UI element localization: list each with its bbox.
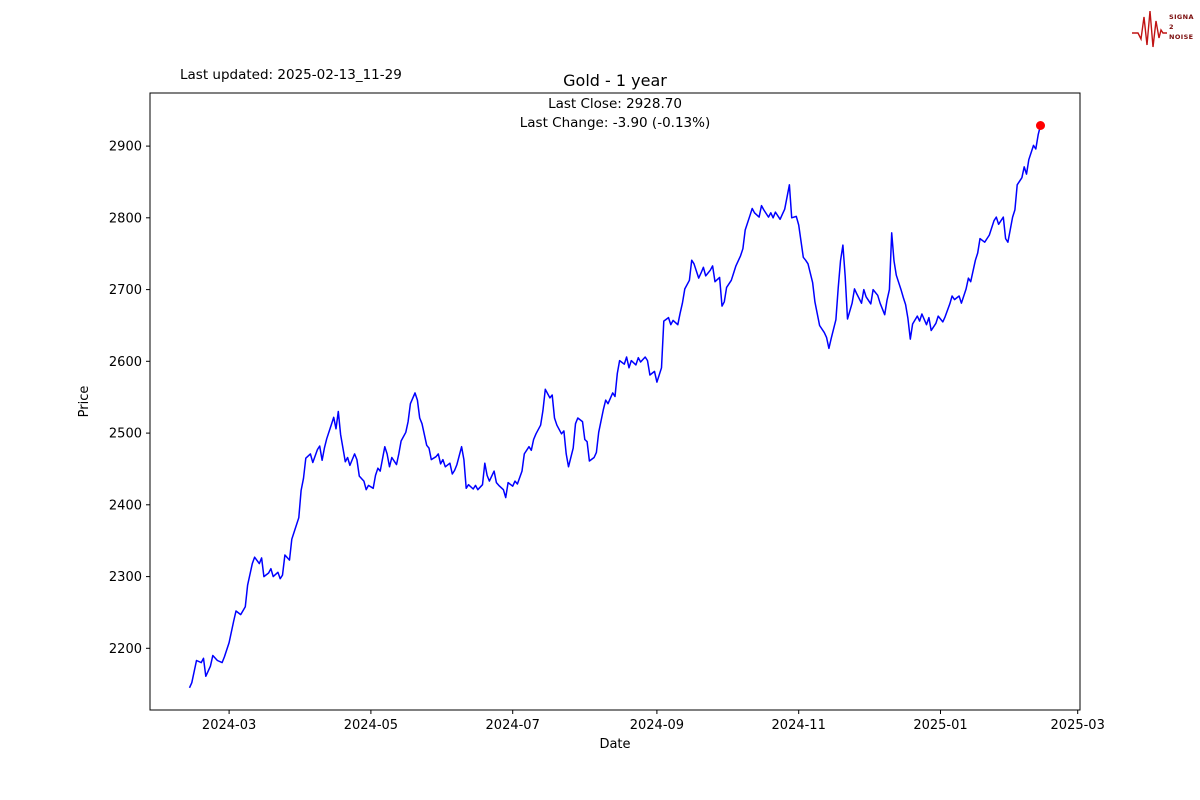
y-tick-label: 2500 xyxy=(109,427,142,442)
x-tick-label: 2024-09 xyxy=(630,718,684,733)
y-tick-label: 2900 xyxy=(109,140,142,155)
last-updated-text: Last updated: 2025-02-13_11-29 xyxy=(180,67,402,83)
x-tick-label: 2024-07 xyxy=(486,718,540,733)
y-tick-label: 2300 xyxy=(109,570,142,585)
x-tick-label: 2024-11 xyxy=(772,718,826,733)
y-tick-label: 2600 xyxy=(109,355,142,370)
last-price-marker xyxy=(1036,121,1045,130)
y-tick-label: 2700 xyxy=(109,283,142,298)
logo-text-line1: SIGNAL xyxy=(1169,13,1194,21)
last-change-annotation: Last Change: -3.90 (-0.13%) xyxy=(519,115,711,131)
plot-border xyxy=(149,92,1081,711)
waveform-icon xyxy=(1132,10,1167,48)
last-close-annotation: Last Close: 2928.70 xyxy=(548,96,682,112)
chart-title: Gold - 1 year xyxy=(563,71,667,90)
x-axis-label: Date xyxy=(599,737,630,752)
y-tick-label: 2800 xyxy=(109,211,142,226)
y-tick-label: 2400 xyxy=(109,498,142,513)
x-tick-label: 2024-05 xyxy=(344,718,398,733)
y-tick-label: 2200 xyxy=(109,642,142,657)
x-tick-label: 2025-01 xyxy=(913,718,967,733)
price-line xyxy=(188,125,1042,689)
x-tick-label: 2025-03 xyxy=(1051,718,1105,733)
signal-noise-logo: SIGNAL 2 NOISE xyxy=(1132,10,1194,48)
y-axis-label: Price xyxy=(77,386,92,418)
x-tick-label: 2024-03 xyxy=(202,718,256,733)
logo-text-line2: 2 xyxy=(1169,23,1174,31)
logo-text-line3: NOISE xyxy=(1169,33,1194,41)
